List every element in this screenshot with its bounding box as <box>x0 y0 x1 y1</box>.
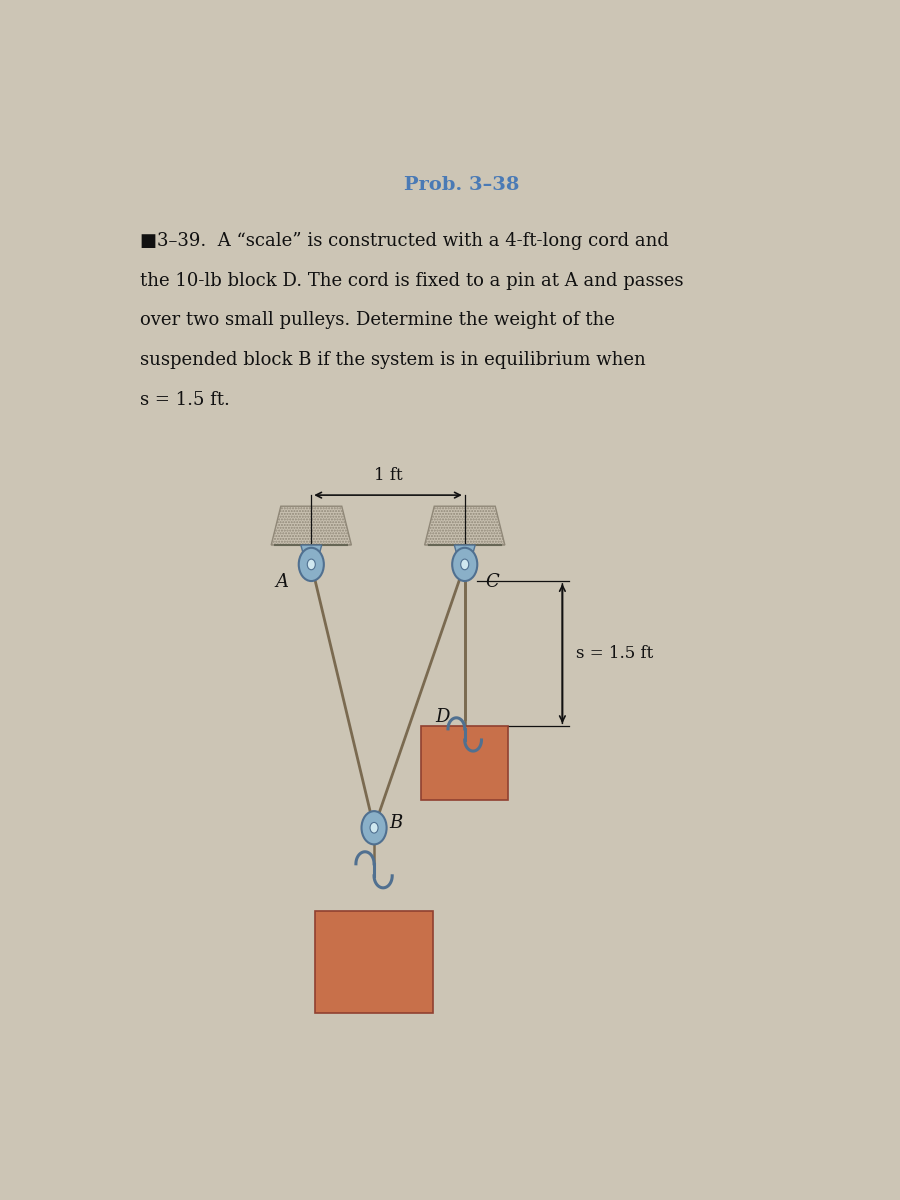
Circle shape <box>370 822 378 833</box>
Circle shape <box>452 547 477 581</box>
Text: 1 ft: 1 ft <box>374 467 402 484</box>
Polygon shape <box>301 545 321 572</box>
Text: suspended block B if the system is in equilibrium when: suspended block B if the system is in eq… <box>140 350 646 368</box>
Circle shape <box>307 559 315 570</box>
Circle shape <box>461 559 469 570</box>
Polygon shape <box>454 545 475 572</box>
Text: C: C <box>486 572 500 590</box>
Text: Prob. 3–38: Prob. 3–38 <box>403 176 519 194</box>
Text: B: B <box>390 814 402 832</box>
Text: ■3–39.  A “scale” is constructed with a 4-ft-long cord and: ■3–39. A “scale” is constructed with a 4… <box>140 232 670 250</box>
Circle shape <box>299 547 324 581</box>
Polygon shape <box>425 506 505 545</box>
Text: A: A <box>275 572 288 590</box>
Bar <box>421 726 508 800</box>
Polygon shape <box>271 506 351 545</box>
Text: the 10-lb block D. The cord is fixed to a pin at A and passes: the 10-lb block D. The cord is fixed to … <box>140 271 684 289</box>
Text: D: D <box>435 708 449 726</box>
Text: s = 1.5 ft.: s = 1.5 ft. <box>140 391 230 409</box>
Text: over two small pulleys. Determine the weight of the: over two small pulleys. Determine the we… <box>140 311 616 329</box>
Bar <box>315 911 434 1013</box>
Circle shape <box>362 811 387 845</box>
Text: s = 1.5 ft: s = 1.5 ft <box>576 646 653 662</box>
